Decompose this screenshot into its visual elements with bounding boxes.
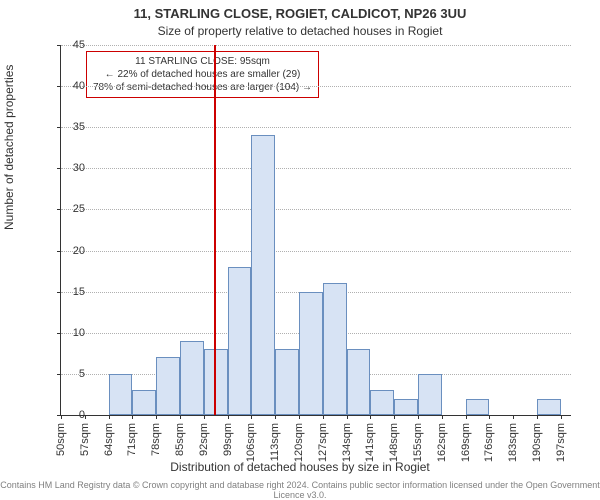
gridline <box>61 127 571 128</box>
histogram-bar <box>394 399 418 415</box>
xtick-label: 190sqm <box>531 423 543 462</box>
histogram-bar <box>418 374 442 415</box>
marker-line <box>214 45 216 415</box>
histogram-bar <box>251 135 275 415</box>
histogram-bar <box>323 283 347 415</box>
ytick-label: 35 <box>45 121 85 133</box>
chart-title-line2: Size of property relative to detached ho… <box>0 24 600 38</box>
ytick-label: 0 <box>45 409 85 421</box>
annotation-box: 11 STARLING CLOSE: 95sqm← 22% of detache… <box>86 51 319 98</box>
chart-title-line1: 11, STARLING CLOSE, ROGIET, CALDICOT, NP… <box>0 6 600 21</box>
histogram-bar <box>275 349 299 415</box>
xtick-mark <box>180 415 181 419</box>
xtick-mark <box>228 415 229 419</box>
xtick-mark <box>418 415 419 419</box>
gridline <box>61 168 571 169</box>
histogram-bar <box>109 374 133 415</box>
gridline <box>61 251 571 252</box>
plot-area: 11 STARLING CLOSE: 95sqm← 22% of detache… <box>60 45 571 416</box>
xtick-mark <box>251 415 252 419</box>
annotation-line: 78% of semi-detached houses are larger (… <box>93 81 312 94</box>
xtick-label: 50sqm <box>55 423 67 456</box>
xtick-label: 106sqm <box>245 423 257 462</box>
xtick-label: 155sqm <box>412 423 424 462</box>
xtick-label: 92sqm <box>198 423 210 456</box>
xtick-mark <box>370 415 371 419</box>
ytick-label: 25 <box>45 203 85 215</box>
xtick-label: 99sqm <box>222 423 234 456</box>
xtick-mark <box>466 415 467 419</box>
xtick-label: 120sqm <box>293 423 305 462</box>
ytick-label: 40 <box>45 80 85 92</box>
histogram-bar <box>347 349 371 415</box>
ytick-label: 20 <box>45 245 85 257</box>
xtick-mark <box>394 415 395 419</box>
xtick-mark <box>132 415 133 419</box>
xtick-mark <box>275 415 276 419</box>
xtick-mark <box>537 415 538 419</box>
xtick-label: 113sqm <box>269 423 281 461</box>
gridline <box>61 86 571 87</box>
xtick-mark <box>442 415 443 419</box>
gridline <box>61 45 571 46</box>
gridline <box>61 209 571 210</box>
histogram-bar <box>180 341 204 415</box>
xtick-mark <box>109 415 110 419</box>
xtick-label: 78sqm <box>150 423 162 456</box>
xtick-label: 162sqm <box>436 423 448 462</box>
histogram-bar <box>156 357 180 415</box>
xtick-mark <box>204 415 205 419</box>
ytick-label: 10 <box>45 327 85 339</box>
caption-text: Contains HM Land Registry data © Crown c… <box>0 480 600 500</box>
xtick-label: 134sqm <box>341 423 353 462</box>
xtick-mark <box>323 415 324 419</box>
xtick-label: 197sqm <box>555 423 567 462</box>
xtick-label: 71sqm <box>126 423 138 456</box>
ytick-label: 15 <box>45 286 85 298</box>
ytick-label: 30 <box>45 162 85 174</box>
xtick-label: 141sqm <box>364 423 376 462</box>
ytick-label: 5 <box>45 368 85 380</box>
xtick-label: 127sqm <box>317 423 329 462</box>
histogram-bar <box>370 390 394 415</box>
annotation-line: ← 22% of detached houses are smaller (29… <box>93 68 312 81</box>
histogram-bar <box>299 292 323 415</box>
ytick-label: 45 <box>45 39 85 51</box>
xtick-label: 64sqm <box>103 423 115 456</box>
xtick-label: 169sqm <box>460 423 472 462</box>
xtick-mark <box>513 415 514 419</box>
annotation-line: 11 STARLING CLOSE: 95sqm <box>93 55 312 68</box>
histogram-bar <box>132 390 156 415</box>
chart-container: 11, STARLING CLOSE, ROGIET, CALDICOT, NP… <box>0 0 600 500</box>
xtick-label: 183sqm <box>507 423 519 462</box>
xtick-mark <box>299 415 300 419</box>
xtick-mark <box>489 415 490 419</box>
y-axis-label: Number of detached properties <box>2 65 16 230</box>
xtick-label: 148sqm <box>388 423 400 462</box>
xtick-label: 85sqm <box>174 423 186 456</box>
histogram-bar <box>228 267 252 415</box>
xtick-mark <box>561 415 562 419</box>
xtick-label: 176sqm <box>483 423 495 462</box>
xtick-label: 57sqm <box>79 423 91 456</box>
xtick-mark <box>156 415 157 419</box>
x-axis-label: Distribution of detached houses by size … <box>0 460 600 474</box>
xtick-mark <box>347 415 348 419</box>
histogram-bar <box>466 399 490 415</box>
histogram-bar <box>537 399 561 415</box>
